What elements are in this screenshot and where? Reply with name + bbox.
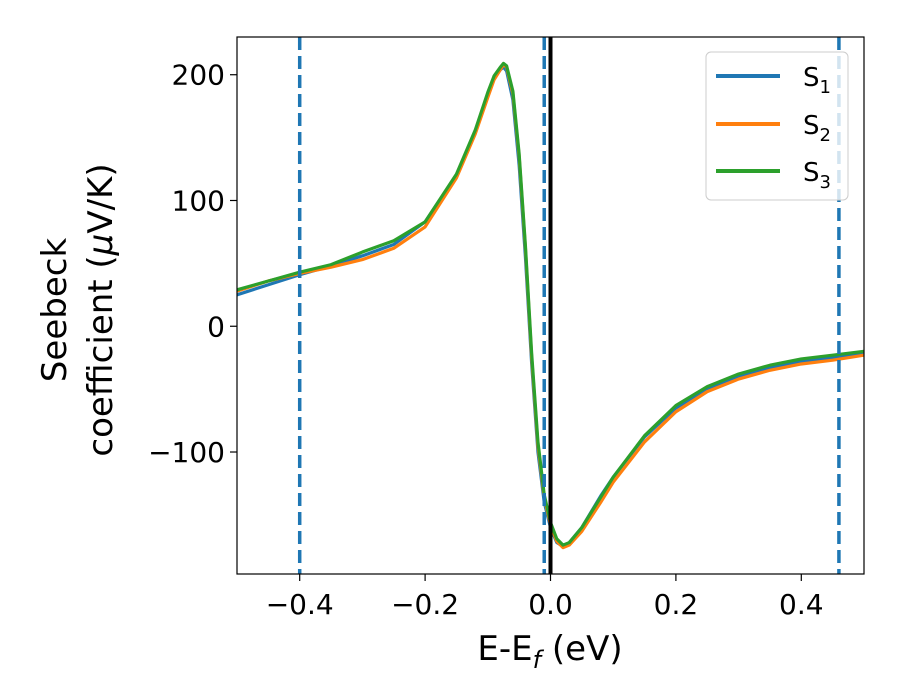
series-line-s3 bbox=[237, 61, 864, 547]
x-tick-label: −0.4 bbox=[266, 588, 334, 621]
y-axis-label-line1: Seebeck bbox=[35, 238, 75, 383]
y-tick-label: 100 bbox=[172, 184, 225, 217]
x-tick-label: 0.0 bbox=[528, 588, 573, 621]
legend: S1 S2 S3 bbox=[705, 51, 849, 201]
y-axis-label-line2: coefficient (μV/K) bbox=[81, 163, 121, 456]
y-tick-label: 0 bbox=[207, 310, 225, 343]
axis-ticks: −0.4 −0.2 0.0 0.2 0.4 200 100 0 −100 bbox=[148, 59, 823, 621]
x-axis-label: E-Ef (eV) bbox=[477, 629, 622, 674]
y-tick-label: −100 bbox=[148, 436, 225, 469]
y-tick-label: 200 bbox=[172, 59, 225, 92]
x-tick-label: −0.2 bbox=[391, 588, 459, 621]
y-axis-label: Seebeck coefficient (μV/K) bbox=[35, 163, 121, 456]
x-tick-label: 0.4 bbox=[779, 588, 824, 621]
plot-area bbox=[237, 37, 864, 574]
x-tick-label: 0.2 bbox=[654, 588, 699, 621]
